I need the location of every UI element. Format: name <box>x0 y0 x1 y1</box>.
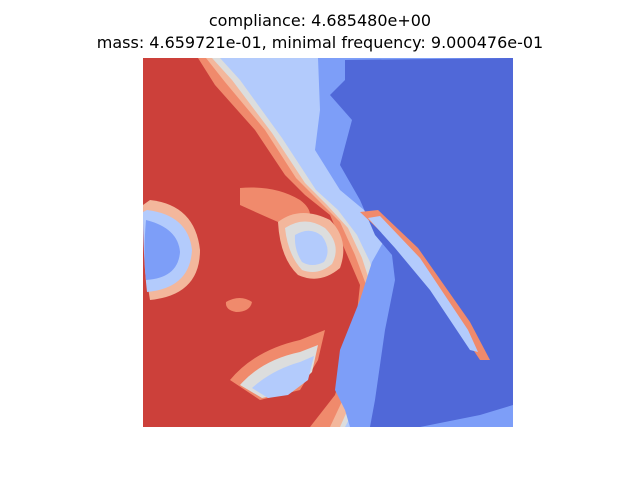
feature-blue-blob <box>294 230 328 265</box>
chart-title-mass-frequency: mass: 4.659721e-01, minimal frequency: 9… <box>96 33 544 52</box>
small-island <box>225 298 252 312</box>
left-lobe-inner <box>144 220 180 280</box>
diagonal-streak-inner <box>368 216 478 352</box>
lower-branch-blue <box>252 356 314 398</box>
chart-title-compliance: compliance: 4.685480e+00 <box>208 11 432 30</box>
